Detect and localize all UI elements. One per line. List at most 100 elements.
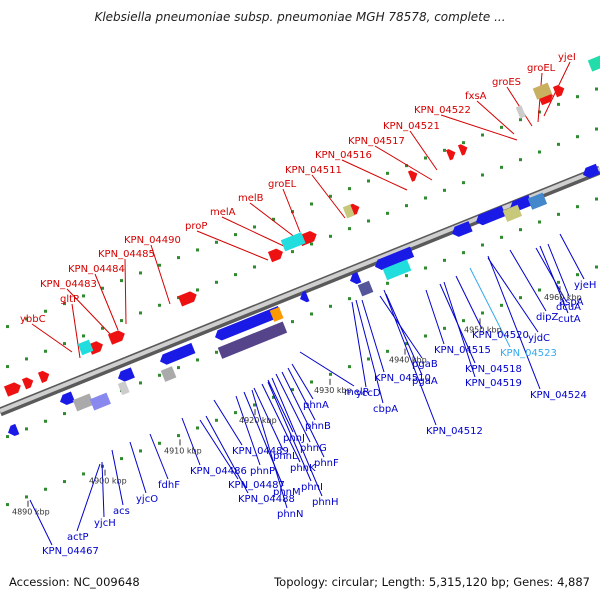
top-gene-label[interactable]: KPN_04485 (98, 249, 155, 260)
gene-box[interactable] (89, 392, 111, 411)
bottom-gene-label[interactable]: phnM (273, 487, 301, 498)
bottom-gene-label[interactable]: actP (67, 532, 89, 543)
bottom-gene-label[interactable]: phnL (273, 451, 298, 462)
bottom-gene-label[interactable]: phnH (312, 497, 339, 508)
forward-gene-arrow[interactable] (552, 83, 566, 98)
forward-gene-arrow[interactable] (3, 380, 23, 397)
gene-box[interactable] (587, 55, 600, 72)
bottom-gene-label[interactable]: KPN_04523 (500, 348, 557, 359)
top-gene-label[interactable]: KPN_04522 (414, 105, 471, 116)
top-gene-label[interactable]: KPN_04516 (315, 150, 372, 161)
bottom-gene-label[interactable]: phnJ (283, 433, 305, 444)
bottom-gene-label[interactable]: phnB (305, 421, 331, 432)
gene-box[interactable] (532, 82, 553, 100)
gene-box[interactable] (77, 339, 94, 356)
top-gene-label[interactable]: gltP (60, 294, 79, 305)
reverse-gene-arrow[interactable] (581, 163, 600, 180)
gene-box[interactable] (515, 105, 526, 119)
top-gene-label[interactable]: KPN_04490 (124, 235, 181, 246)
gene-box[interactable] (217, 321, 288, 359)
reverse-gene-arrow[interactable] (450, 221, 473, 239)
reverse-gene-arrow[interactable] (213, 305, 282, 342)
top-gene-label[interactable]: melB (238, 193, 264, 204)
top-gene-label[interactable]: yjeI (558, 52, 576, 63)
top-gene-label[interactable]: KPN_04517 (348, 136, 405, 147)
reverse-gene-arrow[interactable] (474, 205, 506, 227)
bottom-gene-label[interactable]: dipZ (536, 312, 558, 323)
bottom-gene-label[interactable]: KPN_04489 (232, 446, 289, 457)
bottom-gene-label[interactable]: aspA (559, 297, 584, 308)
reverse-gene-arrow[interactable] (298, 290, 310, 304)
top-gene-label[interactable]: KPN_04521 (383, 121, 440, 132)
bottom-gene-label[interactable]: phnK (290, 463, 316, 474)
bottom-gene-label[interactable]: melR (344, 387, 370, 398)
bottom-gene-label[interactable]: pgaB (412, 359, 438, 370)
reverse-gene-arrow[interactable] (58, 391, 76, 406)
bottom-gene-label[interactable]: phnF (314, 458, 339, 469)
bottom-gene-label[interactable]: KPN_04518 (465, 364, 522, 375)
forward-gene-arrow[interactable] (37, 369, 51, 383)
forward-gene-arrow[interactable] (457, 142, 470, 156)
forward-gene-arrow[interactable] (349, 202, 362, 216)
bottom-gene-label[interactable]: KPN_04520 (472, 330, 529, 341)
bottom-gene-label[interactable]: phnN (277, 509, 304, 520)
bottom-gene-label[interactable]: phnP (250, 466, 275, 477)
top-gene-label[interactable]: groES (492, 77, 521, 88)
bottom-gene-label[interactable]: KPN_04512 (426, 426, 483, 437)
gene-box[interactable] (502, 204, 523, 222)
bottom-gene-label[interactable]: KPN_04488 (238, 494, 295, 505)
forward-gene-arrow[interactable] (267, 247, 285, 263)
gene-box[interactable] (269, 306, 284, 322)
forward-gene-arrow[interactable] (445, 147, 458, 161)
bottom-gene-label[interactable]: acs (113, 506, 130, 517)
bottom-gene-label[interactable]: cbpA (373, 404, 398, 415)
bottom-gene-label[interactable]: KPN_04510 (374, 373, 431, 384)
gene-box[interactable] (72, 393, 94, 412)
forward-gene-arrow[interactable] (177, 290, 199, 307)
reverse-gene-arrow[interactable] (158, 342, 196, 367)
top-gene-label[interactable]: groEL (527, 63, 556, 74)
bottom-label-connector (385, 293, 423, 376)
gene-box[interactable] (160, 366, 177, 382)
forward-gene-arrow[interactable] (407, 169, 420, 182)
gene-box[interactable] (280, 232, 306, 252)
bottom-gene-label[interactable]: phnG (300, 443, 327, 454)
bottom-gene-label[interactable]: KPN_04486 (190, 466, 247, 477)
gene-box[interactable] (357, 280, 374, 297)
bottom-gene-label[interactable]: KPN_04487 (228, 480, 285, 491)
top-gene-label[interactable]: fxsA (465, 91, 487, 102)
bottom-gene-label[interactable]: KPN_04519 (465, 378, 522, 389)
bottom-gene-label[interactable]: KPN_04467 (42, 546, 99, 557)
gene-box[interactable] (342, 204, 355, 219)
bottom-gene-label[interactable]: pgaA (412, 376, 438, 387)
reverse-gene-arrow[interactable] (6, 423, 20, 438)
bottom-gene-label[interactable]: phnI (301, 482, 323, 493)
forward-gene-arrow[interactable] (107, 329, 127, 345)
reverse-gene-arrow[interactable] (373, 246, 415, 272)
bottom-gene-label[interactable]: phnA (303, 400, 329, 411)
top-gene-label[interactable]: groEL (268, 179, 297, 190)
bottom-gene-label[interactable]: yjeH (574, 280, 596, 291)
bottom-gene-label[interactable]: KPN_04524 (530, 390, 587, 401)
bottom-gene-label[interactable]: cutA (558, 314, 581, 325)
bottom-gene-label[interactable]: fdhF (158, 480, 180, 491)
top-gene-label[interactable]: proP (185, 221, 207, 232)
bottom-gene-label[interactable]: KPN_04515 (434, 345, 491, 356)
top-gene-label[interactable]: KPN_04483 (40, 279, 97, 290)
bottom-gene-label[interactable]: yccD (356, 388, 381, 399)
top-gene-label[interactable]: melA (210, 207, 236, 218)
forward-gene-arrow[interactable] (21, 375, 35, 390)
reverse-gene-arrow[interactable] (348, 271, 362, 286)
bottom-gene-label[interactable]: yjcO (136, 494, 158, 505)
gene-box[interactable] (117, 381, 130, 396)
gene-box[interactable] (382, 259, 412, 281)
top-gene-label[interactable]: KPN_04511 (285, 165, 342, 176)
gene-box[interactable] (527, 192, 548, 210)
top-gene-label[interactable]: ybbC (20, 314, 46, 325)
bottom-gene-label[interactable]: yjcH (94, 518, 116, 529)
bottom-gene-label[interactable]: dcuA (556, 302, 581, 313)
top-gene-label[interactable]: KPN_04484 (68, 264, 125, 275)
reverse-gene-arrow[interactable] (116, 367, 135, 383)
bottom-gene-label[interactable]: yjdC (528, 333, 550, 344)
